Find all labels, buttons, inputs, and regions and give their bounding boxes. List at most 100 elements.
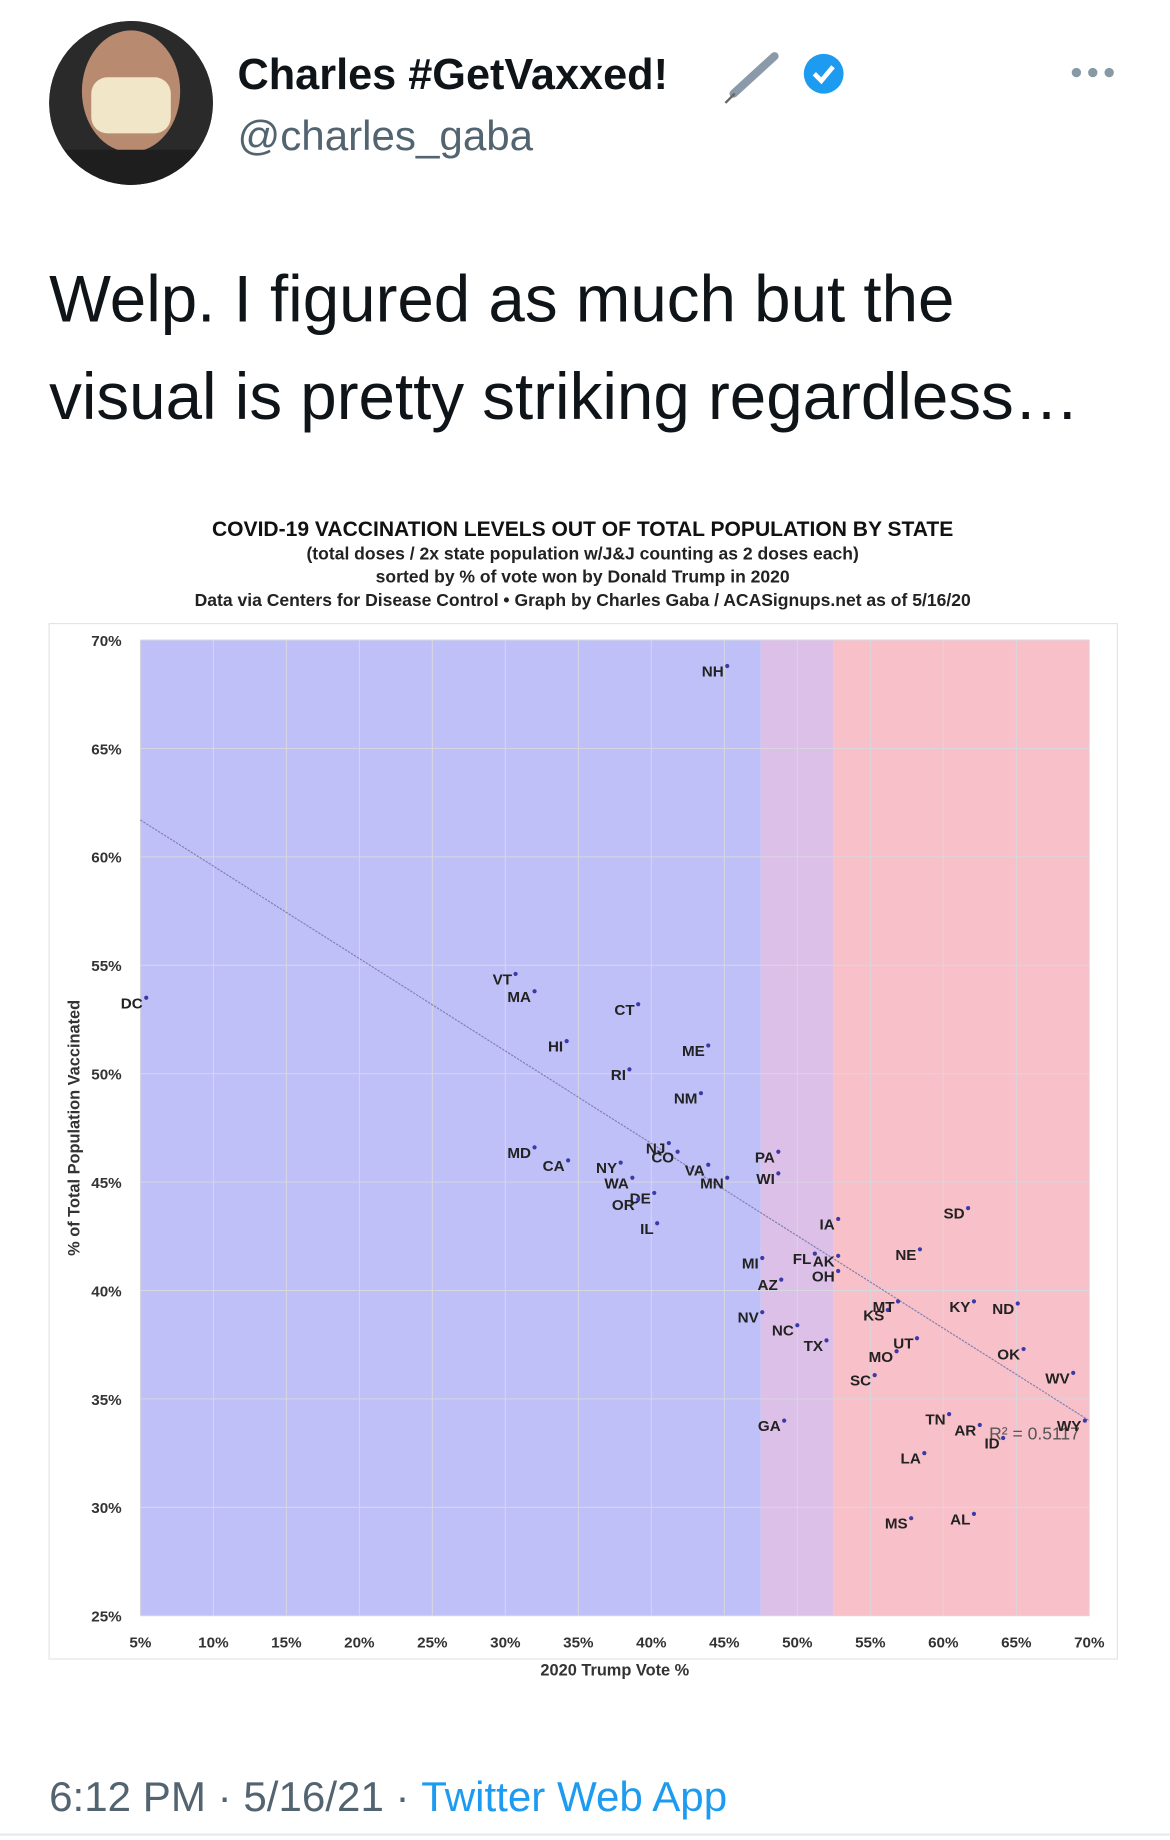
point-label: NV	[738, 1310, 760, 1327]
point	[630, 1175, 635, 1180]
chart-subtitle: Data via Centers for Disease Control • G…	[195, 590, 971, 610]
time: 6:12 PM · 5/16/21 ·	[49, 1773, 409, 1820]
point	[836, 1253, 841, 1258]
region	[833, 639, 1090, 1616]
point-label: KY	[949, 1299, 970, 1316]
point	[725, 1175, 730, 1180]
x-tick-label: 30%	[490, 1634, 521, 1651]
syringe-emoji	[724, 52, 779, 104]
point	[675, 1149, 680, 1154]
point-label: AR	[954, 1422, 976, 1439]
point	[698, 1091, 704, 1096]
point	[144, 995, 149, 1000]
point	[566, 1158, 571, 1163]
point-label: OR	[612, 1197, 635, 1214]
point	[812, 1251, 817, 1256]
point	[1071, 1370, 1076, 1376]
point	[795, 1323, 800, 1328]
y-axis-label: % of Total Population Vaccinated	[66, 1000, 84, 1256]
point-label: TN	[925, 1412, 945, 1429]
point-label: MS	[885, 1516, 908, 1533]
y-tick-label: 70%	[91, 633, 122, 650]
x-tick-label: 5%	[129, 1634, 151, 1651]
display-name[interactable]: Charles #GetVaxxed!	[238, 51, 668, 99]
x-tick-label: 35%	[563, 1634, 594, 1651]
point-label: MA	[507, 989, 531, 1006]
timestamp: 6:12 PM · 5/16/21 · Twitter Web App	[49, 1773, 727, 1820]
point	[894, 1349, 899, 1354]
point-label: OK	[997, 1347, 1020, 1364]
point	[564, 1039, 569, 1044]
point-label: WI	[756, 1171, 775, 1188]
x-tick-label: 45%	[709, 1634, 740, 1651]
x-tick-label: 65%	[1001, 1634, 1032, 1651]
point-label: NE	[895, 1247, 916, 1264]
point	[779, 1277, 784, 1282]
point	[1021, 1346, 1026, 1352]
y-tick-label: 50%	[91, 1067, 122, 1084]
more-button[interactable]	[1071, 67, 1114, 78]
y-tick-label: 25%	[91, 1609, 122, 1626]
point-label: MI	[742, 1256, 759, 1273]
point	[836, 1216, 841, 1222]
point	[1082, 1418, 1087, 1423]
tweet-text: Welp. I figured as much but the	[49, 263, 954, 336]
source-link[interactable]: Twitter Web App	[421, 1773, 727, 1820]
y-tick-label: 45%	[91, 1175, 122, 1192]
point	[776, 1149, 781, 1154]
y-tick-label: 55%	[91, 958, 122, 975]
trendline	[140, 819, 1090, 1422]
point	[971, 1511, 977, 1516]
point	[636, 1002, 641, 1007]
point-label: MN	[700, 1175, 724, 1192]
point-label: HI	[548, 1039, 563, 1056]
point-label: WA	[604, 1175, 628, 1192]
point	[971, 1299, 977, 1304]
chart-title: COVID-19 VACCINATION LEVELS OUT OF TOTAL…	[212, 518, 953, 541]
x-tick-label: 55%	[855, 1634, 886, 1651]
point-label: CT	[614, 1002, 635, 1019]
chart-image[interactable]: COVID-19 VACCINATION LEVELS OUT OF TOTAL…	[48, 518, 1118, 1680]
point	[532, 989, 537, 994]
tweet-text: visual is pretty striking regardless…	[49, 360, 1079, 433]
point-label: NC	[772, 1323, 794, 1340]
point	[760, 1255, 765, 1261]
y-tick-label: 65%	[91, 741, 122, 758]
chart-subtitle: (total doses / 2x state population w/J&J…	[306, 543, 858, 563]
point-label: NY	[596, 1160, 617, 1177]
verified-badge	[803, 53, 844, 94]
point-label: AK	[813, 1253, 835, 1270]
point-label: NH	[702, 664, 724, 681]
x-tick-label: 40%	[636, 1634, 667, 1651]
trendline-label: R² = 0.5117	[989, 1423, 1080, 1443]
point-label: SD	[943, 1206, 964, 1223]
point	[782, 1418, 787, 1423]
handle[interactable]: @charles_gaba	[238, 112, 534, 159]
point	[914, 1336, 920, 1341]
point-label: KS	[863, 1308, 884, 1325]
avatar[interactable]	[47, 21, 222, 196]
point-label: OH	[812, 1269, 835, 1286]
point-label: CA	[543, 1158, 565, 1175]
point	[725, 663, 730, 669]
point-label: AZ	[757, 1277, 777, 1294]
point	[655, 1221, 660, 1226]
point-label: ID	[984, 1435, 999, 1452]
x-tick-label: 20%	[344, 1634, 375, 1651]
point-label: WY	[1057, 1418, 1081, 1435]
point-label: RI	[611, 1067, 626, 1084]
point	[824, 1338, 829, 1343]
point	[885, 1307, 890, 1313]
point-label: DC	[121, 995, 143, 1012]
x-tick-label: 25%	[417, 1634, 448, 1651]
region	[140, 639, 761, 1616]
y-tick-label: 60%	[91, 850, 122, 867]
point-label: VT	[493, 971, 513, 988]
point	[909, 1516, 914, 1521]
point	[947, 1412, 952, 1417]
point-label: MO	[869, 1349, 894, 1366]
point-label: UT	[893, 1336, 914, 1353]
point-label: TX	[804, 1338, 823, 1355]
